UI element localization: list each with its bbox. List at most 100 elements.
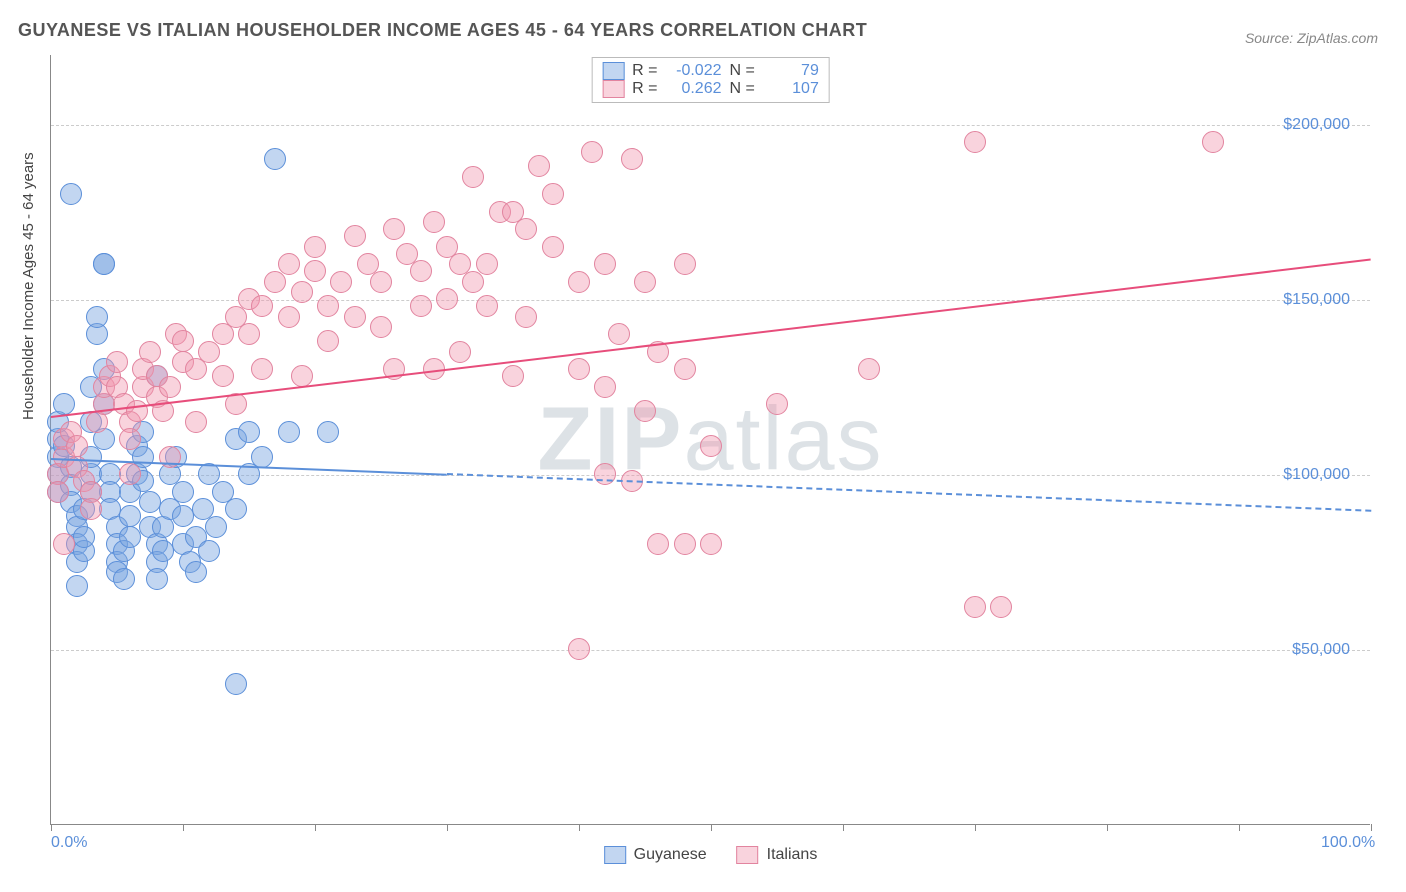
x-tick-label: 100.0% (1321, 834, 1375, 852)
legend-row-italians: R = 0.262 N = 107 (602, 80, 819, 98)
y-tick-label: $50,000 (1292, 641, 1350, 659)
series-legend: Guyanese Italians (604, 846, 818, 864)
scatter-point-guyanese (73, 526, 95, 548)
scatter-point-italians (594, 376, 616, 398)
scatter-point-italians (47, 481, 69, 503)
scatter-point-guyanese (152, 540, 174, 562)
scatter-point-italians (594, 253, 616, 275)
scatter-point-italians (370, 271, 392, 293)
scatter-point-italians (304, 236, 326, 258)
scatter-point-italians (542, 183, 564, 205)
scatter-point-italians (159, 376, 181, 398)
scatter-point-italians (674, 533, 696, 555)
scatter-point-guyanese (172, 505, 194, 527)
scatter-point-italians (528, 155, 550, 177)
scatter-point-italians (634, 400, 656, 422)
scatter-point-italians (542, 236, 564, 258)
scatter-point-italians (608, 323, 630, 345)
scatter-point-guyanese (225, 498, 247, 520)
scatter-point-guyanese (53, 393, 75, 415)
gridline (51, 125, 1370, 126)
scatter-point-guyanese (317, 421, 339, 443)
scatter-point-italians (126, 400, 148, 422)
scatter-point-guyanese (251, 446, 273, 468)
scatter-point-italians (674, 358, 696, 380)
scatter-point-italians (291, 281, 313, 303)
legend-n-label: N = (730, 80, 755, 98)
scatter-point-guyanese (185, 561, 207, 583)
y-axis-label: Householder Income Ages 45 - 64 years (20, 152, 37, 420)
legend-r-value-italians: 0.262 (666, 80, 722, 98)
scatter-point-italians (278, 306, 300, 328)
swatch-guyanese (602, 62, 624, 80)
scatter-point-italians (436, 288, 458, 310)
scatter-point-italians (304, 260, 326, 282)
scatter-point-italians (80, 498, 102, 520)
x-tick-mark (579, 824, 580, 831)
scatter-point-italians (964, 131, 986, 153)
legend-n-label: N = (730, 62, 755, 80)
scatter-point-guyanese (205, 516, 227, 538)
scatter-point-italians (568, 358, 590, 380)
scatter-point-italians (594, 463, 616, 485)
swatch-guyanese (604, 846, 626, 864)
x-tick-mark (711, 824, 712, 831)
scatter-point-italians (53, 533, 75, 555)
scatter-point-italians (317, 330, 339, 352)
scatter-point-guyanese (66, 575, 88, 597)
source-label: Source: ZipAtlas.com (1245, 30, 1378, 46)
scatter-point-italians (502, 201, 524, 223)
scatter-point-guyanese (93, 253, 115, 275)
x-tick-mark (1371, 824, 1372, 831)
scatter-point-italians (990, 596, 1012, 618)
scatter-point-italians (370, 316, 392, 338)
scatter-point-italians (515, 306, 537, 328)
scatter-point-italians (317, 295, 339, 317)
scatter-point-italians (674, 253, 696, 275)
y-tick-label: $200,000 (1283, 116, 1350, 134)
x-tick-mark (975, 824, 976, 831)
trend-line-guyanese-dashed (447, 473, 1371, 512)
scatter-point-italians (476, 295, 498, 317)
scatter-point-italians (700, 435, 722, 457)
scatter-point-guyanese (264, 148, 286, 170)
scatter-point-italians (106, 351, 128, 373)
scatter-point-guyanese (172, 481, 194, 503)
scatter-point-italians (700, 533, 722, 555)
x-tick-mark (315, 824, 316, 831)
legend-r-label: R = (632, 80, 657, 98)
scatter-point-guyanese (146, 568, 168, 590)
x-tick-mark (1107, 824, 1108, 831)
scatter-point-italians (212, 365, 234, 387)
chart-plot-area: ZIPatlas R = -0.022 N = 79 R = 0.262 N =… (50, 55, 1370, 825)
scatter-point-guyanese (225, 673, 247, 695)
scatter-point-italians (66, 435, 88, 457)
scatter-point-italians (1202, 131, 1224, 153)
swatch-italians (737, 846, 759, 864)
gridline (51, 650, 1370, 651)
scatter-point-guyanese (113, 568, 135, 590)
scatter-point-guyanese (198, 540, 220, 562)
scatter-point-italians (251, 295, 273, 317)
scatter-point-italians (383, 218, 405, 240)
scatter-point-italians (568, 638, 590, 660)
scatter-point-italians (515, 218, 537, 240)
legend-item-italians: Italians (737, 846, 818, 864)
scatter-point-italians (172, 330, 194, 352)
legend-label-italians: Italians (767, 846, 818, 864)
scatter-point-italians (238, 323, 260, 345)
scatter-point-guyanese (278, 421, 300, 443)
scatter-point-italians (647, 533, 669, 555)
scatter-point-guyanese (86, 306, 108, 328)
scatter-point-guyanese (139, 491, 161, 513)
scatter-point-italians (423, 211, 445, 233)
legend-row-guyanese: R = -0.022 N = 79 (602, 62, 819, 80)
legend-label-guyanese: Guyanese (634, 846, 707, 864)
scatter-point-italians (251, 358, 273, 380)
scatter-point-italians (449, 341, 471, 363)
x-tick-mark (843, 824, 844, 831)
x-tick-mark (183, 824, 184, 831)
scatter-point-italians (766, 393, 788, 415)
scatter-point-italians (964, 596, 986, 618)
y-tick-label: $100,000 (1283, 466, 1350, 484)
